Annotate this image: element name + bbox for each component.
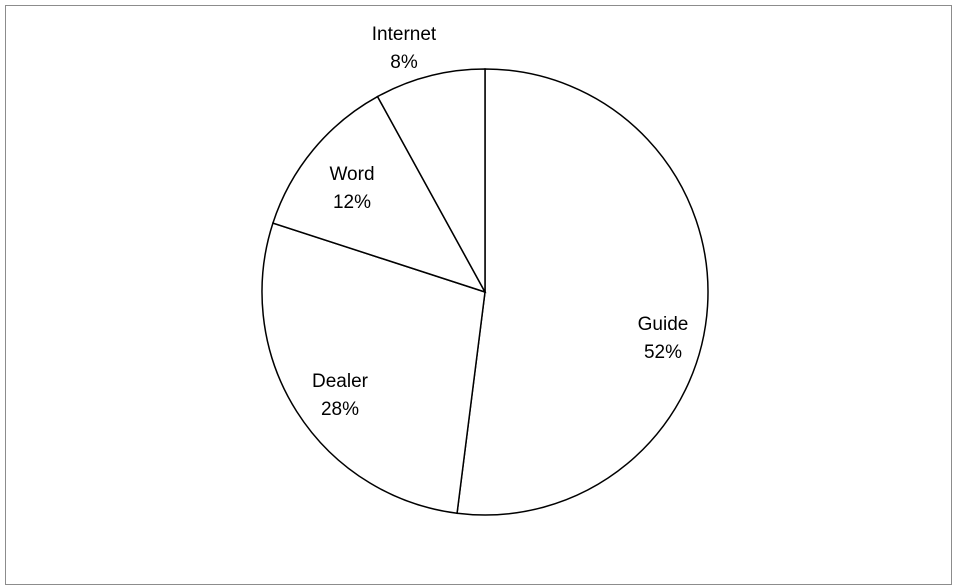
slice-label-dealer: Dealer — [312, 371, 369, 392]
pie-slices — [261, 68, 709, 516]
pie-slice-guide — [456, 68, 709, 516]
pie-slice-dealer — [261, 222, 486, 515]
slice-percent-internet: 8% — [390, 52, 418, 73]
slice-label-word: Word — [329, 164, 374, 185]
slice-label-internet: Internet — [372, 24, 437, 45]
pie-slice-word — [271, 95, 487, 294]
slice-percent-dealer: 28% — [321, 399, 359, 420]
slice-percent-guide: 52% — [644, 342, 682, 363]
slice-percent-word: 12% — [333, 192, 371, 213]
pie-labels: Guide 52% Dealer 28% Word 12% Internet 8% — [312, 24, 688, 420]
slice-label-guide: Guide — [638, 314, 689, 335]
pie-slice-internet — [376, 68, 486, 293]
